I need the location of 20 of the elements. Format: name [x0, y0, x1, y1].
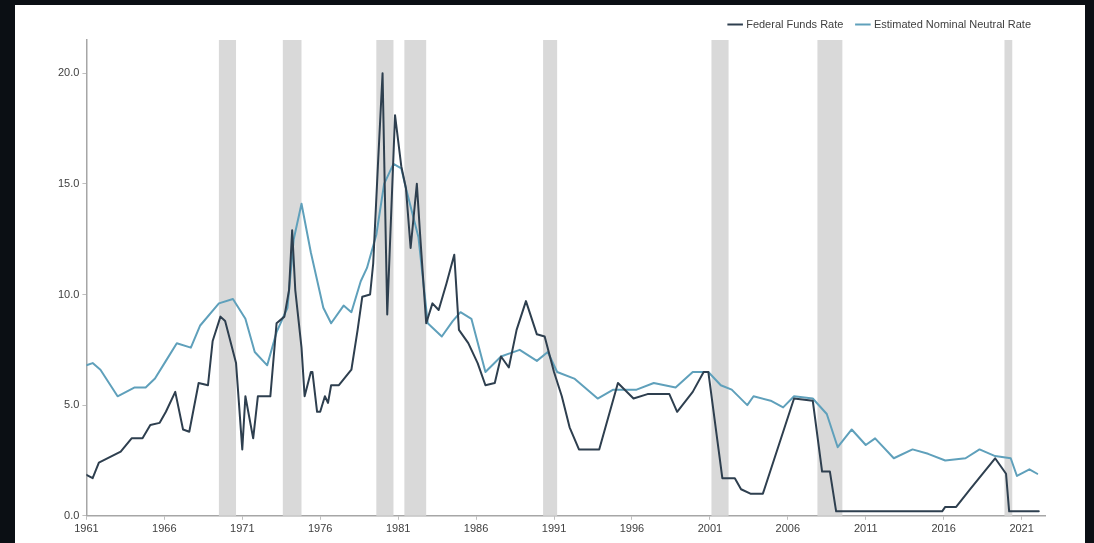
- x-tick-label: 2021: [1009, 522, 1034, 535]
- x-tick-label: 2001: [697, 522, 723, 535]
- x-tick-label: 1991: [541, 522, 567, 535]
- x-tick-label: 2006: [775, 522, 801, 535]
- legend-label: Federal Funds Rate: [746, 17, 844, 30]
- y-tick-label: 0.0: [64, 508, 80, 521]
- x-tick-label: 1961: [74, 522, 99, 535]
- x-tick-label: 1986: [463, 522, 489, 535]
- x-tick-label: 2016: [931, 522, 956, 535]
- x-tick-label: 1966: [152, 522, 177, 535]
- y-tick-label: 10.0: [57, 287, 80, 300]
- y-tick-label: 15.0: [57, 176, 80, 189]
- y-tick-label: 5.0: [64, 398, 80, 411]
- x-tick-label: 2011: [853, 522, 878, 535]
- x-tick-label: 1971: [230, 522, 255, 535]
- x-tick-label: 1981: [385, 522, 411, 535]
- x-tick-label: 1996: [619, 522, 645, 535]
- x-tick-label: 1976: [307, 522, 333, 535]
- y-tick-label: 20.0: [57, 66, 80, 79]
- legend-label: Estimated Nominal Neutral Rate: [873, 17, 1031, 30]
